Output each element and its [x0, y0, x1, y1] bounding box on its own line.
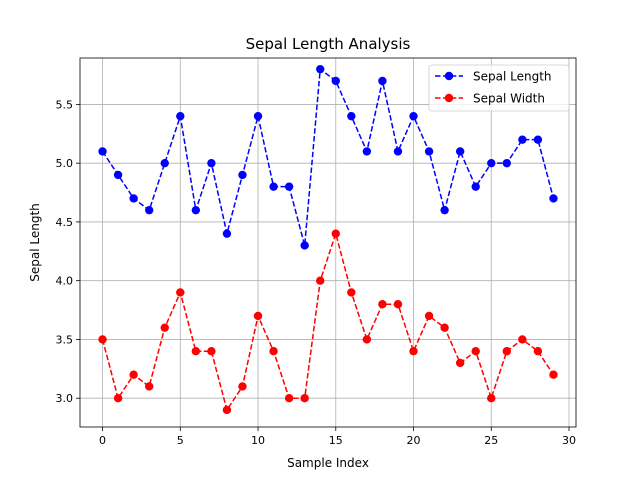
data-point — [284, 182, 294, 191]
data-point — [378, 299, 387, 309]
x-axis-label: Sample Index — [287, 456, 369, 470]
data-point — [455, 147, 465, 156]
data-point — [191, 205, 201, 215]
data-point — [113, 394, 123, 403]
data-point — [98, 335, 107, 344]
data-point — [331, 76, 340, 86]
data-point — [191, 347, 201, 356]
x-tick-label: 0 — [99, 434, 106, 447]
data-point — [409, 347, 418, 356]
data-point — [269, 347, 278, 356]
data-point — [347, 288, 356, 297]
data-point — [549, 370, 558, 379]
y-axis-label: Sepal Length — [28, 203, 42, 282]
data-point — [98, 147, 107, 156]
y-tick-label: 4.5 — [56, 216, 74, 229]
plot-area-frame — [79, 57, 577, 428]
data-point — [487, 394, 496, 403]
data-point — [424, 311, 434, 321]
data-point — [471, 347, 480, 356]
x-tick-label: 15 — [329, 434, 343, 447]
data-point — [347, 111, 356, 121]
data-point — [129, 370, 138, 379]
series-sepal-length — [98, 64, 558, 250]
series-line — [101, 67, 555, 246]
data-point — [284, 394, 294, 403]
data-point — [393, 299, 403, 309]
data-point — [518, 335, 527, 344]
y-tick-label: 3.0 — [56, 392, 74, 405]
data-point — [424, 147, 434, 156]
legend-box — [428, 64, 570, 112]
data-point — [502, 158, 512, 168]
x-tick-label: 5 — [177, 434, 184, 447]
legend-marker — [444, 93, 454, 103]
x-axis: 0 5 10 15 20 25 30 — [99, 427, 576, 447]
series-line — [101, 231, 555, 412]
data-point — [440, 205, 449, 215]
data-point — [316, 64, 325, 74]
data-point — [378, 76, 387, 86]
y-axis: 3.0 3.5 4.0 4.5 5.0 5.5 — [56, 98, 80, 405]
legend: Sepal Length Sepal Width — [428, 64, 570, 112]
series-sepal-width — [98, 229, 558, 415]
legend-label: Sepal Width — [473, 92, 545, 106]
data-point — [253, 111, 263, 121]
data-point — [331, 229, 340, 238]
data-point — [207, 158, 216, 168]
data-point — [269, 182, 278, 191]
y-tick-label: 3.5 — [56, 333, 74, 346]
data-point — [238, 382, 247, 391]
data-point — [222, 229, 232, 238]
x-tick-label: 25 — [484, 434, 498, 447]
data-point — [144, 382, 154, 391]
data-point — [316, 276, 325, 285]
data-point — [238, 170, 247, 180]
data-point — [393, 147, 403, 156]
data-point — [487, 158, 496, 168]
data-point — [300, 241, 309, 250]
data-point — [160, 158, 169, 168]
data-point — [440, 323, 449, 332]
y-tick-label: 4.0 — [56, 275, 74, 288]
data-point — [471, 182, 480, 191]
data-point — [455, 358, 465, 368]
data-point — [160, 323, 169, 332]
data-point — [518, 135, 527, 144]
x-tick-label: 20 — [407, 434, 421, 447]
data-point — [502, 347, 512, 356]
data-point — [176, 111, 185, 121]
data-point — [362, 147, 372, 156]
legend-marker — [444, 71, 454, 81]
x-tick-label: 30 — [562, 434, 576, 447]
data-point — [409, 111, 418, 121]
chart-title: Sepal Length Analysis — [246, 35, 411, 53]
data-point — [533, 347, 543, 356]
legend-label: Sepal Length — [473, 70, 552, 84]
data-point — [362, 335, 372, 344]
y-tick-label: 5.0 — [56, 157, 74, 170]
data-point — [533, 135, 543, 144]
data-point — [144, 205, 154, 215]
data-point — [222, 405, 232, 415]
data-point — [207, 347, 216, 356]
x-tick-label: 10 — [251, 434, 265, 447]
data-point — [253, 311, 263, 321]
data-point — [549, 194, 558, 203]
data-point — [176, 288, 185, 297]
data-point — [300, 394, 309, 403]
data-point — [113, 170, 123, 180]
data-point — [129, 194, 138, 203]
series-layer — [98, 64, 558, 415]
y-tick-label: 5.5 — [56, 98, 74, 111]
